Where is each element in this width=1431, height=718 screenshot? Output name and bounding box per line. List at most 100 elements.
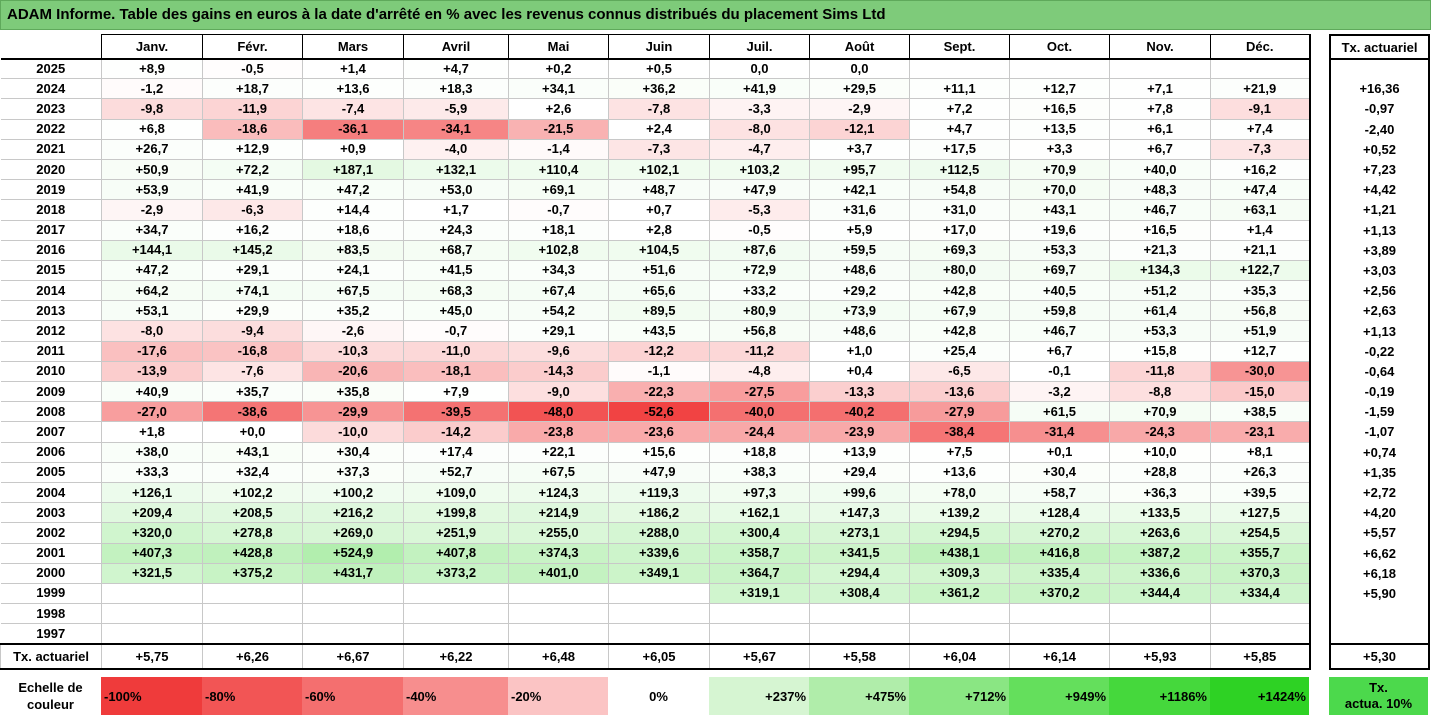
value-cell: +69,3 bbox=[909, 239, 1010, 261]
value-cell: +33,2 bbox=[709, 280, 810, 302]
value-cell bbox=[909, 603, 1010, 625]
value-cell: +17,5 bbox=[909, 138, 1010, 160]
value-cell: +54,8 bbox=[909, 179, 1010, 201]
value-cell bbox=[403, 603, 509, 625]
value-cell bbox=[508, 603, 609, 625]
value-cell: +29,9 bbox=[202, 300, 303, 322]
value-cell: +2,6 bbox=[508, 98, 609, 120]
value-cell: +320,0 bbox=[101, 522, 203, 544]
value-cell: +375,2 bbox=[202, 562, 303, 584]
value-cell: -23,1 bbox=[1210, 421, 1311, 443]
value-cell: -13,9 bbox=[101, 360, 203, 383]
value-cell: -40,0 bbox=[709, 401, 810, 423]
value-cell: -13,3 bbox=[809, 380, 910, 403]
value-cell: +53,3 bbox=[1009, 239, 1110, 261]
year-cell: 1999 bbox=[0, 582, 102, 605]
tx-value-cell: -0,97 bbox=[1329, 99, 1430, 120]
value-cell: +216,2 bbox=[302, 502, 404, 524]
value-cell: +139,2 bbox=[909, 502, 1010, 524]
footer-value-cell: +6,67 bbox=[302, 642, 404, 670]
value-cell: +26,3 bbox=[1210, 461, 1311, 483]
value-cell: +13,5 bbox=[1009, 118, 1110, 140]
value-cell: +21,9 bbox=[1210, 78, 1311, 100]
footer-value-cell: +5,75 bbox=[101, 642, 203, 670]
value-cell: +100,2 bbox=[302, 481, 404, 504]
value-cell: -18,6 bbox=[202, 118, 303, 140]
value-cell: +0,0 bbox=[202, 421, 303, 443]
value-cell: -5,9 bbox=[403, 98, 509, 120]
month-header-10: Oct. bbox=[1009, 34, 1110, 60]
value-cell: +70,9 bbox=[1009, 158, 1110, 181]
year-cell: 2022 bbox=[0, 118, 102, 140]
value-cell: -8,0 bbox=[709, 118, 810, 140]
value-cell: +72,9 bbox=[709, 259, 810, 282]
value-cell bbox=[1210, 603, 1311, 625]
value-cell: +68,7 bbox=[403, 239, 509, 261]
value-cell: -10,0 bbox=[302, 421, 404, 443]
value-cell: +147,3 bbox=[809, 502, 910, 524]
value-cell: +361,2 bbox=[909, 582, 1010, 605]
value-cell: +374,3 bbox=[508, 542, 609, 564]
value-cell: +2,4 bbox=[608, 118, 710, 140]
value-cell: +13,6 bbox=[302, 78, 404, 100]
tx-value-cell: -0,19 bbox=[1329, 382, 1430, 403]
month-header-1: Janv. bbox=[101, 34, 203, 60]
value-cell: -1,1 bbox=[608, 360, 710, 383]
value-cell bbox=[202, 582, 303, 605]
value-cell: +401,0 bbox=[508, 562, 609, 584]
value-cell: +294,5 bbox=[909, 522, 1010, 544]
value-cell: +334,4 bbox=[1210, 582, 1311, 605]
value-cell: +370,2 bbox=[1009, 582, 1110, 605]
value-cell: +43,1 bbox=[202, 441, 303, 463]
value-cell: +132,1 bbox=[403, 158, 509, 181]
value-cell: +19,6 bbox=[1009, 219, 1110, 241]
value-cell: +35,7 bbox=[202, 380, 303, 403]
value-cell bbox=[101, 603, 203, 625]
year-cell: 2018 bbox=[0, 199, 102, 221]
value-cell: +109,0 bbox=[403, 481, 509, 504]
value-cell: -9,6 bbox=[508, 340, 609, 362]
value-cell: +288,0 bbox=[608, 522, 710, 544]
value-cell: +83,5 bbox=[302, 239, 404, 261]
value-cell: +15,6 bbox=[608, 441, 710, 463]
value-cell: +29,1 bbox=[202, 259, 303, 282]
value-cell: -39,5 bbox=[403, 401, 509, 423]
footer-value-cell: +6,04 bbox=[909, 642, 1010, 670]
tx-value-cell: +6,18 bbox=[1329, 563, 1430, 584]
value-cell: +67,4 bbox=[508, 280, 609, 302]
legend-swatch: -100% bbox=[101, 677, 202, 715]
table-row: 2014 +64,2 +74,1 +67,5 +68,3 +67,4 +65,6 +33,2 +… bbox=[0, 280, 1311, 302]
value-cell: -27,0 bbox=[101, 401, 203, 423]
value-cell: -4,8 bbox=[709, 360, 810, 383]
value-cell: +69,7 bbox=[1009, 259, 1110, 282]
footer-value-cell: +6,05 bbox=[608, 642, 710, 670]
value-cell bbox=[1109, 623, 1211, 645]
value-cell: +16,5 bbox=[1109, 219, 1211, 241]
value-cell: +51,6 bbox=[608, 259, 710, 282]
year-cell: 2015 bbox=[0, 259, 102, 282]
value-cell bbox=[403, 623, 509, 645]
table-row: 2004 +126,1 +102,2 +100,2 +109,0 +124,3 +119,3… bbox=[0, 481, 1311, 504]
value-cell bbox=[709, 623, 810, 645]
legend-swatch: +1186% bbox=[1109, 677, 1210, 715]
year-cell: 2020 bbox=[0, 158, 102, 181]
value-cell: +39,5 bbox=[1210, 481, 1311, 504]
value-cell: +41,9 bbox=[202, 179, 303, 201]
value-cell: +8,9 bbox=[101, 57, 203, 80]
legend-label: Echelle de couleur bbox=[0, 677, 101, 715]
table-row: 2024 -1,2 +18,7 +13,6 +18,3 +34,1 +36,2 +41,9 +2… bbox=[0, 78, 1311, 100]
value-cell bbox=[809, 623, 910, 645]
value-cell: +24,3 bbox=[403, 219, 509, 241]
value-cell: +104,5 bbox=[608, 239, 710, 261]
value-cell: +12,7 bbox=[1009, 78, 1110, 100]
value-cell: -4,0 bbox=[403, 138, 509, 160]
value-cell: +127,5 bbox=[1210, 502, 1311, 524]
table-row: 1999 +319,1 +308,4 +361,2 +370,2 +344,4 +334,4 bbox=[0, 582, 1311, 605]
value-cell: +18,1 bbox=[508, 219, 609, 241]
month-header-8: Août bbox=[809, 34, 910, 60]
value-cell: +51,2 bbox=[1109, 280, 1211, 302]
value-cell: +80,9 bbox=[709, 300, 810, 322]
value-cell: -0,7 bbox=[403, 320, 509, 342]
tx-value-cell: +1,21 bbox=[1329, 200, 1430, 221]
value-cell: +43,1 bbox=[1009, 199, 1110, 221]
